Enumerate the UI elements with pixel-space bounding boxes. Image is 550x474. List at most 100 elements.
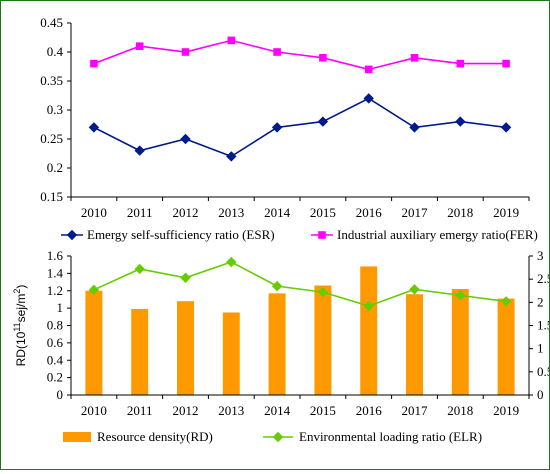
bottom-y-tick-label: 1.4 <box>47 265 64 280</box>
legend-esr-marker <box>66 229 78 241</box>
bottom-y2-tick-label: 0.5 <box>537 364 549 379</box>
y-axis-title-part: 2 <box>12 289 22 294</box>
top-series-1-point <box>181 48 190 56</box>
bottom-x-tick-label: 2019 <box>493 403 519 418</box>
top-y-tick-label: 0.15 <box>40 189 63 204</box>
legend-esr-label: Emergy self-sufficiency ratio (ESR) <box>87 227 275 242</box>
top-series-line-0 <box>93 97 507 158</box>
bottom-chart: 0 0.2 0.4 0.6 0.8 1 1.2 1.4 1.6 0 0.5 1 1.5 2 2.5 3 2010… <box>12 248 550 444</box>
top-series-0-point <box>180 133 191 145</box>
bottom-x-tick-label: 2015 <box>310 403 336 418</box>
bottom-x-tick-label: 2011 <box>127 403 153 418</box>
top-y-tick-label: 0.35 <box>40 73 63 88</box>
elr-point <box>409 284 420 295</box>
top-series-line-1 <box>93 39 507 71</box>
elr-point <box>363 300 374 312</box>
bottom-y2-tick-label: 3 <box>537 248 544 263</box>
bottom-y2-tick-label: 0 <box>537 387 544 402</box>
elr-point <box>317 286 329 298</box>
bottom-y-tick-label: 0.8 <box>47 318 63 333</box>
top-series-0-point <box>271 122 283 133</box>
y-axis-title-part: sej/m <box>14 294 28 323</box>
top-x-tick-label: 2014 <box>264 205 291 220</box>
rd-bar <box>497 298 515 395</box>
elr-point <box>455 290 466 301</box>
top-series-1-point <box>410 54 419 62</box>
y-axis-title-part: ) <box>14 285 28 289</box>
top-x-tick-label: 2013 <box>218 205 244 220</box>
top-series-0-point <box>317 116 329 127</box>
elr-point <box>271 280 283 292</box>
legend-elr-label: Environmental loading ratio (ELR) <box>299 429 482 444</box>
top-series-1-point <box>90 59 98 68</box>
legend-fer-marker <box>318 231 326 239</box>
elr-point <box>180 272 191 283</box>
rd-bar <box>222 312 240 395</box>
bottom-y2-tick-label: 1.5 <box>537 318 549 333</box>
top-x-tick-label: 2012 <box>173 205 199 220</box>
top-x-tick-label: 2016 <box>356 205 383 220</box>
top-series-1-point <box>502 59 510 68</box>
elr-line <box>93 261 507 307</box>
bottom-y-tick-label: 0.6 <box>47 335 64 350</box>
elr-point <box>134 263 145 275</box>
bottom-x-tick-label: 2014 <box>264 403 291 418</box>
bottom-y-tick-label: 1.6 <box>47 248 64 263</box>
legend-fer-label: Industrial auxiliary emergy ratio(FER) <box>337 227 538 242</box>
top-chart: 0.15 0.2 0.25 0.3 0.35 0.4 0.45 2010 2011 2012 201… <box>40 15 538 242</box>
top-x-tick-label: 2010 <box>81 205 107 220</box>
top-x-tick-label: 2019 <box>493 205 519 220</box>
top-series-0-point <box>363 93 374 104</box>
top-y-tick-label: 0.3 <box>47 102 63 117</box>
bottom-x-tick-label: 2012 <box>173 403 199 418</box>
bottom-y-tick-label: 0.2 <box>47 370 63 385</box>
rd-bar <box>360 266 378 395</box>
top-series-0-point <box>226 151 237 162</box>
top-x-tick-label: 2017 <box>402 205 429 220</box>
bottom-x-tick-label: 2016 <box>356 403 383 418</box>
legend-elr-marker <box>272 431 284 443</box>
top-series-1-point <box>135 42 144 50</box>
top-series-0-point <box>134 145 145 156</box>
bottom-y2-tick-label: 2 <box>537 294 544 309</box>
elr-point <box>226 256 237 268</box>
bottom-x-tick-label: 2013 <box>218 403 244 418</box>
top-series-0-point <box>500 122 512 133</box>
elr-point <box>500 296 512 307</box>
top-x-tick-label: 2011 <box>127 205 153 220</box>
top-y-tick-label: 0.2 <box>47 160 63 175</box>
bottom-y-tick-label: 1 <box>57 300 64 315</box>
bottom-y-tick-label: 0 <box>57 387 64 402</box>
bottom-x-tick-label: 2017 <box>402 403 429 418</box>
y-axis-title-part: RD(10 <box>14 331 28 366</box>
top-x-tick-label: 2015 <box>310 205 336 220</box>
rd-bar <box>406 294 423 395</box>
top-y-tick-label: 0.45 <box>40 15 63 30</box>
rd-bar <box>177 301 194 395</box>
bottom-y-tick-label: 1.2 <box>47 283 63 298</box>
legend-rd-label: Resource density(RD) <box>97 429 213 444</box>
elr-point <box>88 284 100 296</box>
bottom-y2-tick-label: 1 <box>537 341 544 356</box>
bottom-x-tick-label: 2018 <box>447 403 473 418</box>
bottom-x-tick-label: 2010 <box>81 403 107 418</box>
top-series-1-point <box>456 59 465 68</box>
top-series-0-point <box>455 116 466 127</box>
rd-bar <box>314 285 332 395</box>
bottom-y2-tick-label: 2.5 <box>537 271 549 286</box>
top-x-tick-label: 2018 <box>447 205 473 220</box>
bottom-y-tick-label: 0.4 <box>47 352 64 367</box>
top-series-0-point <box>409 122 420 133</box>
rd-bar <box>85 290 103 395</box>
y-axis-title-part: 11 <box>12 322 22 331</box>
top-series-1-point <box>364 65 373 74</box>
top-series-1-point <box>227 36 236 45</box>
bottom-y-axis-title: RD(1011sej/m2) <box>12 285 28 367</box>
rd-bar <box>131 308 149 395</box>
top-series-1-point <box>273 48 281 56</box>
top-series-1-point <box>319 54 327 62</box>
rd-bar <box>268 293 286 395</box>
top-y-tick-label: 0.25 <box>40 131 63 146</box>
